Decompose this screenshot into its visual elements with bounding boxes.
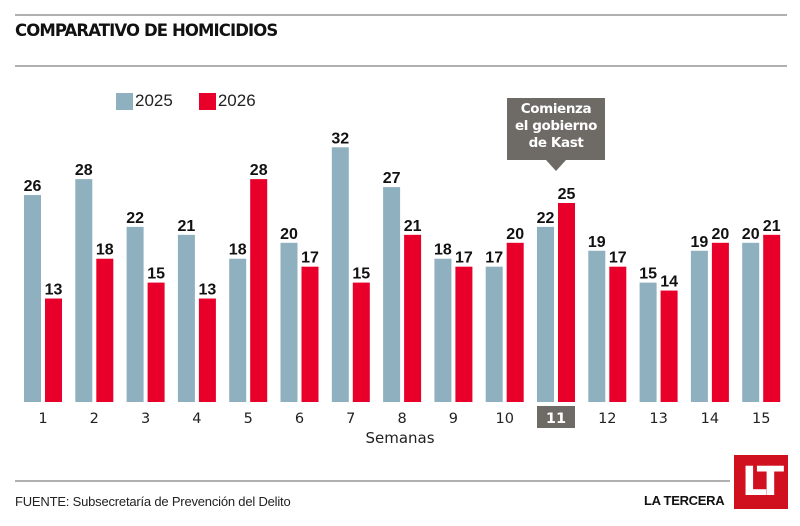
annotation-line-2: el gobierno bbox=[514, 118, 597, 134]
x-tick-label-10: 10 bbox=[495, 411, 513, 427]
bar-2025-week-15 bbox=[742, 242, 760, 402]
value-label-2025-week-13: 15 bbox=[639, 266, 657, 283]
bar-2025-week-8 bbox=[383, 187, 401, 402]
bar-2025-week-1 bbox=[24, 195, 41, 402]
x-tick-label-4: 4 bbox=[192, 411, 201, 427]
bar-2026-week-1 bbox=[45, 298, 62, 402]
annotation-callout: Comienza el gobierno de Kast bbox=[507, 98, 605, 160]
bar-2025-week-13 bbox=[639, 282, 657, 402]
legend-swatch-2025 bbox=[116, 92, 133, 110]
value-label-2026-week-12: 17 bbox=[609, 250, 627, 267]
bar-2025-week-5 bbox=[229, 258, 247, 402]
bar-2026-week-13 bbox=[660, 290, 678, 402]
bar-2025-week-9 bbox=[434, 258, 452, 402]
legend-item-2025: 2025 bbox=[116, 91, 173, 111]
bar-2026-week-12 bbox=[609, 266, 627, 402]
x-tick-label-2: 2 bbox=[90, 411, 99, 427]
chart-title: COMPARATIVO DE HOMICIDIOS bbox=[15, 21, 278, 40]
bar-2025-week-6 bbox=[280, 242, 298, 402]
value-label-2025-week-10: 17 bbox=[485, 250, 503, 267]
x-tick-label-13: 13 bbox=[649, 411, 667, 427]
bar-2026-week-14 bbox=[711, 242, 729, 402]
source-note: FUENTE: Subsecretaría de Prevención del … bbox=[15, 494, 291, 509]
bar-2026-week-9 bbox=[455, 266, 473, 402]
value-label-2026-week-1: 13 bbox=[45, 282, 63, 299]
bar-2026-week-8 bbox=[404, 234, 422, 402]
x-tick-label-5: 5 bbox=[244, 411, 253, 427]
bar-2026-week-3 bbox=[147, 282, 165, 402]
value-label-2026-week-2: 18 bbox=[96, 242, 114, 259]
x-tick-label-15: 15 bbox=[752, 411, 770, 427]
bar-2025-week-10 bbox=[485, 266, 503, 402]
bar-2026-week-6 bbox=[301, 266, 319, 402]
x-tick-label-12: 12 bbox=[598, 411, 616, 427]
bar-2025-week-3 bbox=[126, 226, 144, 402]
bar-2026-week-5 bbox=[250, 179, 268, 402]
top-rule bbox=[15, 14, 787, 16]
value-label-2025-week-8: 27 bbox=[383, 170, 401, 187]
legend-label-2026: 2026 bbox=[217, 91, 256, 110]
value-label-2026-week-3: 15 bbox=[147, 266, 165, 283]
annotation-line-3: de Kast bbox=[528, 135, 584, 151]
legend-label-2025: 2025 bbox=[135, 91, 173, 110]
x-tick-label-8: 8 bbox=[397, 411, 406, 427]
bar-2025-week-14 bbox=[690, 250, 708, 402]
bar-2026-week-4 bbox=[198, 298, 216, 402]
annotation-pointer bbox=[546, 160, 566, 171]
value-label-2026-week-7: 15 bbox=[352, 266, 370, 283]
value-label-2026-week-6: 17 bbox=[301, 250, 319, 267]
value-label-2025-week-15: 20 bbox=[742, 226, 760, 243]
legend-swatch-2026 bbox=[198, 92, 216, 110]
value-label-2025-week-11: 22 bbox=[537, 210, 555, 227]
bar-2025-week-12 bbox=[588, 250, 606, 402]
x-axis-label: Semanas bbox=[365, 429, 435, 447]
brand-logo: LT bbox=[734, 455, 788, 509]
value-label-2025-week-1: 26 bbox=[24, 178, 42, 195]
value-label-2026-week-11: 25 bbox=[558, 186, 576, 203]
x-tick-label-1: 1 bbox=[38, 411, 47, 427]
bar-2026-week-7 bbox=[352, 282, 370, 402]
highlight-tick-box bbox=[537, 406, 575, 428]
annotation-line-1: Comienza bbox=[520, 101, 592, 117]
value-label-2026-week-5: 28 bbox=[250, 162, 268, 179]
value-label-2025-week-4: 21 bbox=[178, 218, 196, 235]
x-tick-label-3: 3 bbox=[141, 411, 150, 427]
value-label-2026-week-13: 14 bbox=[660, 274, 678, 291]
value-label-2026-week-8: 21 bbox=[404, 218, 422, 235]
value-label-2026-week-15: 21 bbox=[763, 218, 781, 235]
value-label-2026-week-4: 13 bbox=[199, 282, 217, 299]
bar-2026-week-10 bbox=[506, 242, 524, 402]
bar-2026-week-11 bbox=[558, 203, 575, 402]
value-label-2026-week-14: 20 bbox=[712, 226, 730, 243]
bar-2025-week-11 bbox=[537, 226, 554, 402]
value-label-2025-week-2: 28 bbox=[75, 162, 93, 179]
title-rule bbox=[15, 65, 787, 67]
bar-2026-week-2 bbox=[96, 258, 114, 402]
value-label-2025-week-14: 19 bbox=[691, 234, 709, 251]
x-tick-label-6: 6 bbox=[295, 411, 304, 427]
value-label-2025-week-12: 19 bbox=[588, 234, 606, 251]
bar-2025-week-4 bbox=[177, 234, 195, 402]
footer-rule bbox=[15, 480, 730, 482]
value-label-2025-week-3: 22 bbox=[126, 210, 144, 227]
brand-name: LA TERCERA bbox=[644, 493, 725, 508]
x-tick-label-14: 14 bbox=[701, 411, 719, 427]
legend-item-2026: 2026 bbox=[198, 91, 256, 111]
x-tick-label-11: 11 bbox=[546, 411, 566, 427]
bar-2025-week-2 bbox=[75, 179, 93, 402]
value-label-2025-week-5: 18 bbox=[229, 242, 247, 259]
bar-2025-week-7 bbox=[331, 147, 349, 402]
x-tick-label-7: 7 bbox=[346, 411, 355, 427]
value-label-2026-week-10: 20 bbox=[506, 226, 524, 243]
value-label-2025-week-6: 20 bbox=[280, 226, 298, 243]
legend: 2025 2026 bbox=[116, 91, 282, 111]
value-label-2026-week-9: 17 bbox=[455, 250, 473, 267]
x-tick-label-9: 9 bbox=[449, 411, 458, 427]
bar-2026-week-15 bbox=[763, 234, 781, 402]
value-label-2025-week-7: 32 bbox=[331, 130, 349, 147]
value-label-2025-week-9: 18 bbox=[434, 242, 452, 259]
